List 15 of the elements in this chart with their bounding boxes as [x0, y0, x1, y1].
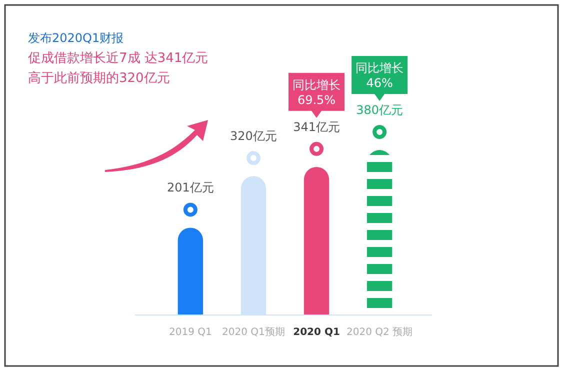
x-tick-label: 2020 Q2 预期	[346, 326, 413, 338]
text: 同比增长 69.5%	[292, 78, 341, 107]
bar	[178, 228, 204, 315]
data-label: 341亿元	[293, 120, 340, 134]
data-label: 201亿元	[166, 180, 214, 195]
x-tick-label: 2020 Q1预期	[222, 326, 285, 338]
chart-subtitle: 促成借款增长近7成 达341亿元	[28, 51, 208, 66]
bar	[304, 166, 330, 315]
x-tick-label: 2020 Q1	[293, 327, 340, 338]
text: 同比增长 46%	[356, 61, 404, 90]
text: 高于此前预期的320亿元	[28, 70, 170, 86]
data-label: 380亿元	[356, 103, 404, 117]
data-label: 320亿元	[230, 129, 277, 144]
x-tick-label: 2019 Q1	[168, 327, 212, 338]
chart-title: 发布2020Q1财报	[28, 31, 124, 45]
